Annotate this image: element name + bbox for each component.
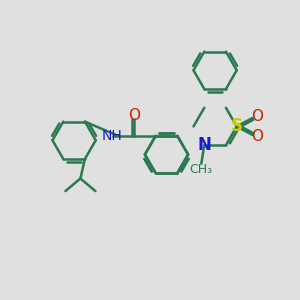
Text: O: O: [128, 108, 140, 123]
Text: O: O: [251, 109, 263, 124]
Text: CH₃: CH₃: [190, 163, 213, 176]
Text: N: N: [197, 136, 211, 154]
Text: S: S: [231, 117, 243, 135]
Text: O: O: [251, 128, 263, 143]
Text: NH: NH: [102, 129, 123, 143]
